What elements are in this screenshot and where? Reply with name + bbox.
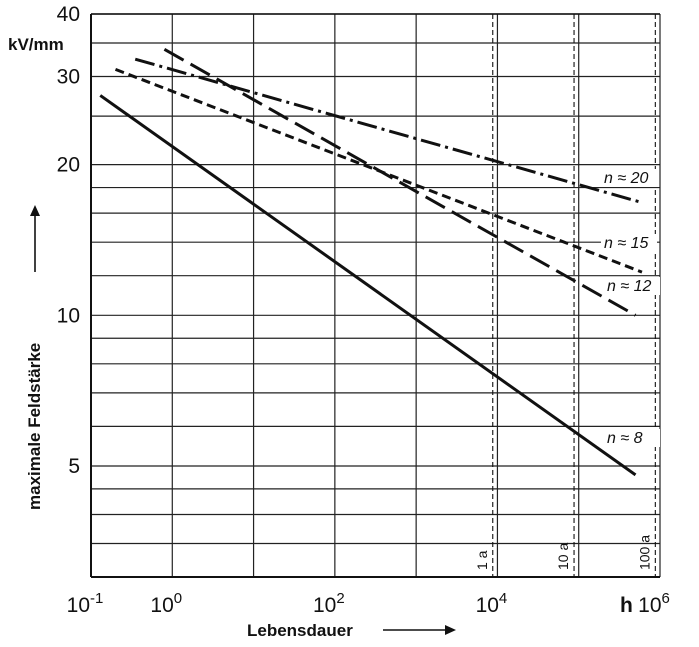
x-tick-exponent: 4 <box>499 590 507 607</box>
axis-labels: kV/mm h maximale Feldstärke Lebensdauer <box>8 35 633 640</box>
x-unit-label: h <box>620 594 633 617</box>
series-label: n ≈ 12 <box>607 278 651 295</box>
x-tick-base: 10 <box>638 594 661 617</box>
y-tick-label: 30 <box>57 66 80 89</box>
vertical-gridlines <box>90 14 661 577</box>
y-tick-label: 5 <box>68 455 80 478</box>
reference-line-label: 10 a <box>555 543 571 570</box>
x-tick-exponent: -1 <box>90 590 103 607</box>
y-tick-label: 20 <box>57 154 80 177</box>
series-label-background <box>604 277 660 295</box>
series-label: n ≈ 8 <box>607 430 643 447</box>
x-axis-arrow-head <box>445 625 456 635</box>
x-tick-base: 10 <box>476 594 499 617</box>
y-axis-arrow-head <box>30 205 40 216</box>
x-tick-label: 102 <box>313 590 345 617</box>
x-tick-label: 104 <box>476 590 508 617</box>
x-tick-base: 10 <box>313 594 336 617</box>
x-tick-label: 106 <box>638 590 670 617</box>
axes-frame <box>90 13 660 578</box>
y-axis-label: maximale Feldstärke <box>25 343 44 510</box>
x-tick-base: 10 <box>67 594 90 617</box>
reference-lines: 1 a 10 a 100 a <box>474 14 656 577</box>
x-tick-label: 100 <box>150 590 182 617</box>
series-label: n ≈ 20 <box>604 170 648 187</box>
series-label: n ≈ 15 <box>604 235 648 252</box>
horizontal-gridlines <box>91 13 660 545</box>
series-line <box>163 48 637 317</box>
series-lines: n ≈ 8 n ≈ 12 n ≈ 15 n ≈ 20 <box>99 48 660 477</box>
x-tick-label: 10-1 <box>67 590 104 617</box>
reference-line-label: 1 a <box>474 550 490 570</box>
x-tick-exponent: 2 <box>336 590 344 607</box>
series-label-background <box>604 429 660 447</box>
y-tick-label: 40 <box>57 3 80 26</box>
series-line <box>134 57 643 204</box>
series-line <box>99 94 637 477</box>
series-label-background <box>601 234 657 252</box>
x-tick-exponent: 0 <box>174 590 182 607</box>
series-line <box>114 68 643 274</box>
x-tick-exponent: 6 <box>662 590 670 607</box>
reference-line-label: 100 a <box>636 535 652 570</box>
x-axis-label: Lebensdauer <box>247 621 353 640</box>
y-unit-label: kV/mm <box>8 35 64 54</box>
y-tick-label: 10 <box>57 304 80 327</box>
series-label-background <box>601 169 657 187</box>
x-tick-base: 10 <box>150 594 173 617</box>
